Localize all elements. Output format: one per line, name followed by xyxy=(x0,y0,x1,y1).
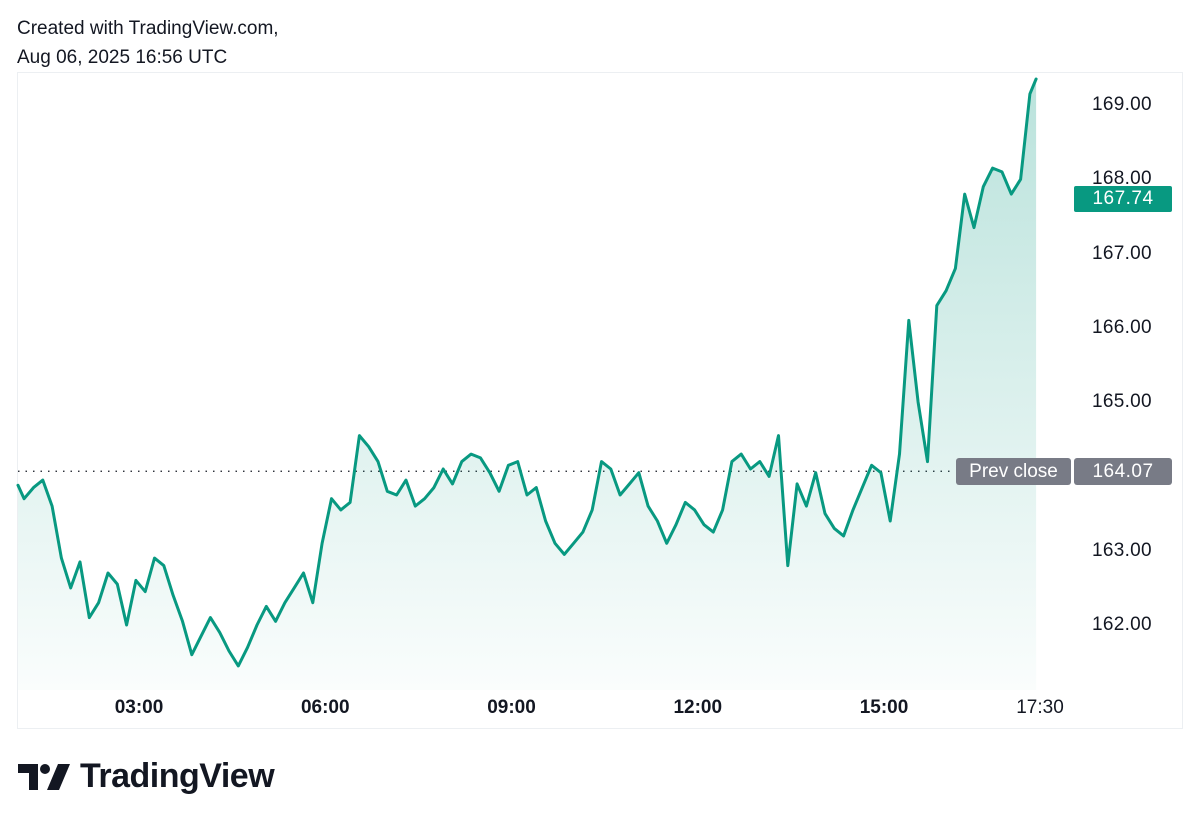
last-price-badge: 167.74 xyxy=(1074,186,1172,212)
chart-header: Created with TradingView.com, Aug 06, 20… xyxy=(17,14,279,72)
chart-frame xyxy=(17,72,1183,729)
prev-close-label: Prev close xyxy=(956,458,1071,485)
tradingview-logo-icon xyxy=(18,763,70,790)
time-tick: 09:00 xyxy=(487,697,536,718)
time-tick: 06:00 xyxy=(300,697,350,718)
price-tick: 163.00 xyxy=(1092,539,1152,561)
time-tick: 15:00 xyxy=(859,697,909,718)
price-tick: 169.00 xyxy=(1092,94,1152,115)
price-tick: 168.00 xyxy=(1092,168,1152,190)
timestamp-text: Aug 06, 2025 16:56 UTC xyxy=(17,47,228,68)
tradingview-logo[interactable]: TradingView xyxy=(18,757,275,796)
time-tick: 12:00 xyxy=(673,697,723,718)
price-tick: 162.00 xyxy=(1092,614,1152,635)
price-tick: 167.00 xyxy=(1092,242,1152,264)
price-area-fill xyxy=(18,79,1037,690)
logo-wordmark: TradingView xyxy=(80,757,275,795)
time-tick: 03:00 xyxy=(114,697,164,718)
prev-close-value-badge: 164.07 xyxy=(1074,458,1172,485)
created-with-text: Created with TradingView.com, xyxy=(17,18,279,39)
price-tick: 166.00 xyxy=(1092,316,1152,338)
time-tick: 17:30 xyxy=(1016,697,1064,718)
price-tick: 165.00 xyxy=(1092,391,1152,413)
price-line xyxy=(16,77,1038,668)
